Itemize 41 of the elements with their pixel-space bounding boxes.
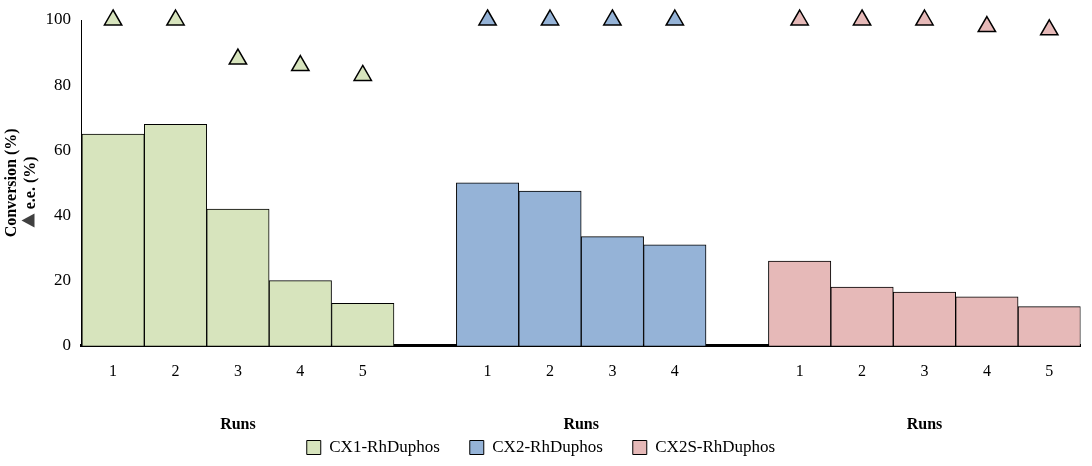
y-tick-label: 60 xyxy=(53,139,71,159)
legend-label: CX2S-RhDuphos xyxy=(655,436,776,456)
y-tick-label: 0 xyxy=(62,335,71,355)
x-tick-label: 1 xyxy=(795,361,804,379)
x-tick-label: 2 xyxy=(858,361,867,379)
x-tick-label: 1 xyxy=(483,361,492,379)
point xyxy=(915,9,934,26)
y-tick-label: 20 xyxy=(53,270,71,290)
y-tick-label: 40 xyxy=(53,204,71,224)
point xyxy=(478,9,497,26)
text: Runs xyxy=(906,415,943,433)
text: Runs xyxy=(220,415,256,433)
x-tick-label: 4 xyxy=(982,361,991,379)
point xyxy=(852,9,872,26)
x-tick-label: 4 xyxy=(296,361,305,379)
point xyxy=(665,9,685,26)
legend-label: CX2-RhDuphos xyxy=(492,436,603,456)
point xyxy=(290,54,310,72)
y-tick-label: 80 xyxy=(53,74,71,94)
x-tick-label: 5 xyxy=(1045,361,1054,379)
x-tick-label: 3 xyxy=(920,361,929,379)
point xyxy=(540,9,560,26)
point xyxy=(166,9,185,26)
point xyxy=(228,48,248,65)
x-tick-label: 5 xyxy=(358,361,367,379)
point xyxy=(103,9,123,26)
x-tick-label: 2 xyxy=(171,361,180,379)
point xyxy=(603,9,622,26)
x-tick-label: 2 xyxy=(545,361,554,379)
point xyxy=(977,15,997,33)
point xyxy=(353,64,373,82)
x-tick-label: 3 xyxy=(233,361,242,379)
x-tick-label: 3 xyxy=(608,361,617,379)
y-tick-label: 100 xyxy=(45,9,71,29)
x-tick-label: 1 xyxy=(109,361,118,379)
point xyxy=(1039,19,1059,36)
point xyxy=(790,9,810,26)
y-axis-title: Conversion (%) e.e. (%) xyxy=(1,128,39,238)
legend-label: CX1-RhDuphos xyxy=(329,436,440,456)
text: Runs xyxy=(563,415,599,433)
x-tick-label: 4 xyxy=(670,361,679,379)
